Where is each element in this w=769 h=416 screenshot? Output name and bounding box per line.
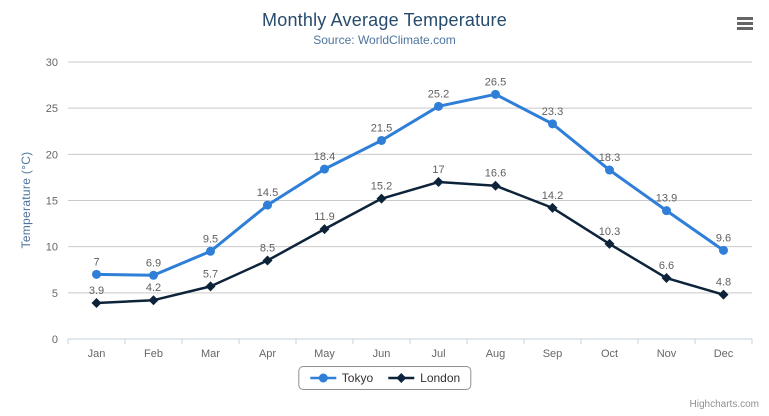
x-axis-label: May [314, 348, 335, 360]
chart-subtitle: Source: WorldClimate.com [313, 33, 456, 47]
data-point-tokyo[interactable] [662, 206, 671, 216]
data-point-london[interactable] [490, 180, 501, 191]
y-axis-label: 5 [52, 288, 58, 300]
series-line-tokyo [95, 92, 725, 277]
data-label: 8.5 [260, 243, 275, 255]
context-menu-button[interactable] [734, 13, 756, 33]
data-label: 23.3 [542, 106, 563, 118]
y-axis-label: 25 [46, 103, 58, 115]
data-label: 9.6 [716, 232, 731, 244]
london-series-marker-icon [388, 373, 415, 383]
data-label: 6.6 [659, 260, 674, 272]
data-label: 3.9 [89, 285, 104, 297]
data-point-london[interactable] [547, 202, 558, 213]
data-point-tokyo[interactable] [491, 89, 500, 99]
data-label: 18.3 [599, 152, 620, 164]
x-axis-label: Apr [259, 348, 276, 360]
tokyo-series-marker-icon [309, 373, 336, 383]
data-label: 13.9 [656, 193, 677, 205]
data-point-tokyo[interactable] [605, 165, 614, 175]
data-label: 14.5 [257, 187, 278, 199]
data-point-tokyo[interactable] [206, 246, 215, 256]
data-label: 15.2 [371, 181, 392, 193]
legend-label: Tokyo [341, 371, 374, 385]
legend-item-london[interactable]: London [387, 371, 460, 385]
data-label: 21.5 [371, 122, 392, 134]
data-point-tokyo[interactable] [263, 200, 272, 210]
data-label: 11.9 [314, 211, 335, 223]
data-point-tokyo[interactable] [719, 245, 728, 255]
data-point-london[interactable] [433, 177, 444, 188]
x-axis-label: Jun [373, 348, 391, 360]
series-line-london [95, 180, 725, 305]
data-point-tokyo[interactable] [548, 119, 557, 129]
data-label: 4.8 [716, 277, 731, 289]
data-point-london[interactable] [718, 289, 729, 300]
data-point-london[interactable] [604, 238, 615, 249]
data-label: 5.7 [203, 268, 218, 280]
x-axis-label: Feb [144, 348, 163, 360]
y-axis-label: 30 [46, 57, 58, 69]
x-axis-label: Jan [88, 348, 106, 360]
chart-title: Monthly Average Temperature [262, 10, 507, 30]
y-axis-label: 0 [52, 334, 58, 346]
data-label: 18.4 [314, 151, 335, 163]
x-axis-label: Oct [601, 348, 618, 360]
data-label: 7 [93, 256, 99, 268]
credits-link[interactable]: Highcharts.com [689, 399, 759, 410]
x-axis-label: Sep [543, 348, 563, 360]
data-label: 25.2 [428, 88, 449, 100]
y-axis-label: 10 [46, 242, 58, 254]
hamburger-icon [737, 16, 753, 30]
data-point-tokyo[interactable] [434, 101, 443, 111]
data-point-london[interactable] [262, 255, 273, 266]
data-label: 4.2 [146, 282, 161, 294]
legend-item-tokyo[interactable]: Tokyo [309, 371, 373, 385]
data-point-london[interactable] [319, 224, 330, 235]
data-point-tokyo[interactable] [92, 269, 101, 279]
x-axis-label: Aug [486, 348, 506, 360]
x-axis-label: Nov [657, 348, 677, 360]
data-point-tokyo[interactable] [320, 164, 329, 174]
data-point-tokyo[interactable] [149, 270, 158, 280]
data-point-london[interactable] [91, 297, 102, 308]
data-label: 10.3 [599, 226, 620, 238]
data-label: 26.5 [485, 76, 506, 88]
data-point-london[interactable] [148, 295, 159, 306]
data-point-tokyo[interactable] [377, 135, 386, 145]
x-axis-label: Jul [431, 348, 445, 360]
legend: Tokyo London [297, 366, 472, 390]
x-axis-label: Dec [714, 348, 734, 360]
y-axis-label: 20 [46, 149, 58, 161]
data-label: 17 [432, 164, 444, 176]
data-label: 6.9 [146, 257, 161, 269]
legend-label: London [420, 371, 461, 385]
y-axis-label: 15 [46, 196, 58, 208]
data-label: 16.6 [485, 168, 506, 180]
x-axis-label: Mar [201, 348, 220, 360]
data-label: 9.5 [203, 233, 218, 245]
data-label: 14.2 [542, 190, 563, 202]
data-point-london[interactable] [661, 273, 672, 284]
data-point-london[interactable] [205, 281, 216, 292]
data-point-london[interactable] [376, 193, 387, 204]
